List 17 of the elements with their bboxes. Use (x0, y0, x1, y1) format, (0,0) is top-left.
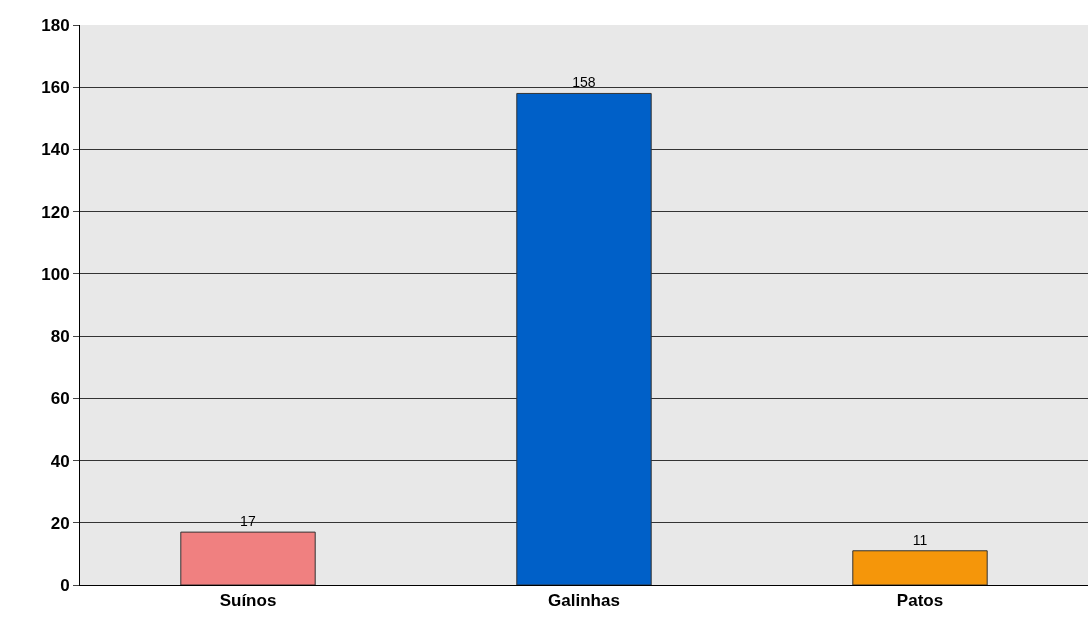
y-tick-label: 100 (41, 264, 70, 284)
x-tick-label: Galinhas (548, 591, 620, 611)
y-tick-label: 80 (50, 327, 70, 347)
y-tick-label: 120 (41, 202, 70, 222)
bar (180, 531, 316, 585)
y-tick-label: 20 (50, 513, 70, 533)
y-tick-label: 40 (50, 451, 70, 471)
y-tick-label: 140 (41, 140, 70, 160)
y-tick-label: 160 (41, 78, 70, 98)
data-label: 11 (912, 531, 928, 548)
y-tick-label: 180 (41, 15, 70, 35)
y-tick-label: 60 (50, 389, 70, 409)
x-tick-label: Patos (896, 591, 944, 611)
data-label: 158 (572, 74, 596, 91)
bar (852, 550, 988, 585)
y-tick-label: 0 (60, 575, 70, 595)
x-tick-label: Suínos (219, 591, 277, 611)
